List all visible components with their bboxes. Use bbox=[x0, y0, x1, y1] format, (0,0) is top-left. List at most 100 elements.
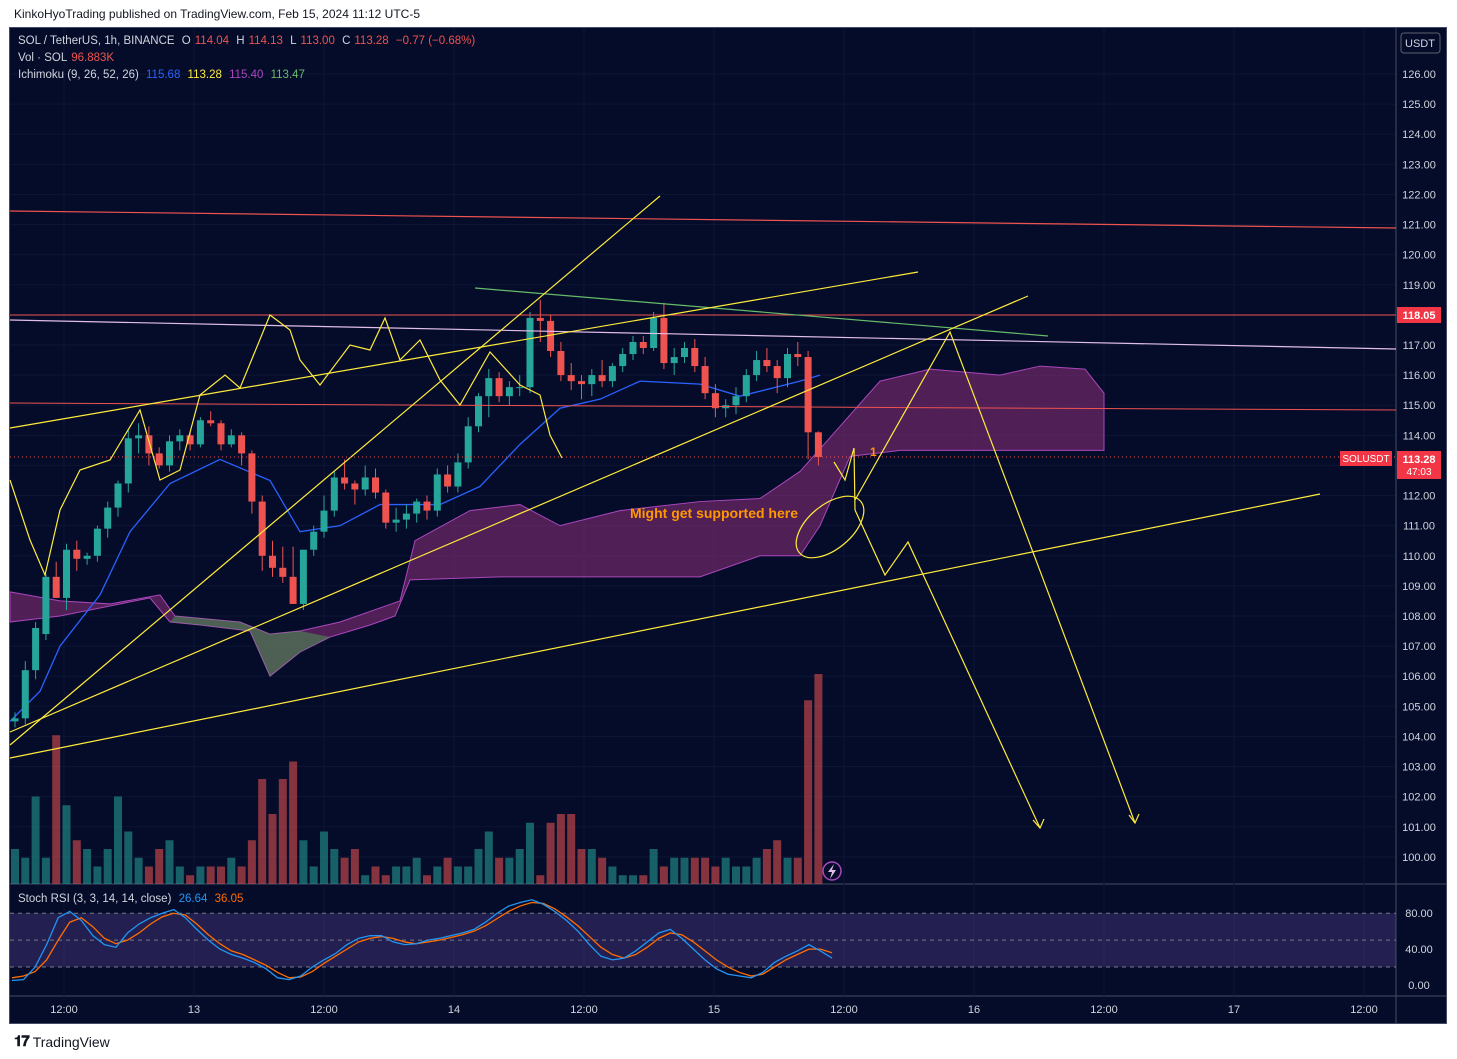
price-tick: 107.00 bbox=[1402, 641, 1436, 653]
time-tick: 17 bbox=[1228, 1004, 1240, 1016]
candle-body bbox=[21, 670, 29, 719]
volume-bar bbox=[83, 849, 92, 884]
legend-o-value: 114.04 bbox=[194, 35, 230, 47]
candle-body bbox=[784, 354, 791, 379]
candles bbox=[11, 299, 822, 728]
volume-bar bbox=[186, 875, 195, 884]
price-tick: 117.00 bbox=[1403, 340, 1436, 352]
currency-label: USDT bbox=[1405, 38, 1435, 50]
candle-body bbox=[320, 510, 328, 532]
legend-c-value: 113.28 bbox=[354, 35, 389, 47]
drawings: Might get supported here 1 bbox=[9, 195, 1397, 881]
price-tick: 103.00 bbox=[1402, 762, 1436, 774]
volume-bar bbox=[134, 857, 143, 884]
candle-body bbox=[804, 357, 812, 433]
wave-label: 1 bbox=[870, 445, 877, 459]
stoch-k-line bbox=[11, 899, 833, 982]
candle-body bbox=[670, 357, 678, 364]
ichimoku-cloud bbox=[9, 365, 1105, 677]
volume-bar bbox=[670, 857, 679, 884]
volume-bar bbox=[608, 866, 617, 884]
legend-ichimoku-value-3: 115.40 bbox=[229, 69, 264, 81]
volume-bar bbox=[206, 866, 215, 884]
candle-body bbox=[629, 341, 637, 355]
legend-stoch-d: 36.05 bbox=[214, 893, 244, 905]
candle-body bbox=[444, 474, 452, 487]
volume-bar bbox=[237, 866, 246, 884]
volume-bar bbox=[72, 840, 81, 884]
volume-bar bbox=[114, 796, 122, 884]
candle-body bbox=[413, 501, 421, 514]
stoch-tick: 0.00 bbox=[1408, 980, 1429, 992]
candle-body bbox=[73, 549, 81, 559]
legend-stoch-label[interactable]: Stoch RSI (3, 3, 14, 14, close) bbox=[18, 893, 172, 905]
legend-ichimoku-label[interactable]: Ichimoku (9, 26, 52, 26) bbox=[18, 69, 139, 81]
volume-bar bbox=[155, 849, 164, 884]
price-tick: 122.00 bbox=[1402, 189, 1436, 201]
candle-body bbox=[732, 396, 740, 406]
volume-bar bbox=[659, 866, 668, 884]
legend-symbol[interactable]: SOL / TetherUS, 1h, BINANCE bbox=[18, 35, 175, 47]
footer-brand[interactable]: TradingView bbox=[32, 1033, 110, 1050]
volume-bar bbox=[217, 866, 225, 884]
legend-h-value: 114.13 bbox=[248, 35, 283, 47]
volume-bar bbox=[649, 849, 658, 884]
volume-bar bbox=[443, 857, 452, 884]
volume-bar bbox=[618, 875, 627, 884]
volume-bar bbox=[433, 866, 442, 884]
price-tick: 114.00 bbox=[1403, 430, 1436, 442]
legend-vol-label[interactable]: Vol · SOL bbox=[18, 52, 68, 64]
volume-bar bbox=[144, 866, 153, 884]
support-ellipse bbox=[795, 495, 865, 559]
candle-body bbox=[42, 576, 50, 635]
volume-bar bbox=[721, 857, 730, 884]
candle-body bbox=[681, 348, 688, 358]
legend-c-label: C bbox=[342, 35, 351, 47]
time-tick: 13 bbox=[188, 1004, 200, 1016]
volume-bar bbox=[227, 857, 236, 884]
volume-bar bbox=[103, 849, 112, 884]
candle-body bbox=[454, 462, 462, 487]
candle-body bbox=[104, 507, 112, 529]
candle-body bbox=[341, 477, 349, 484]
time-tick: 12:00 bbox=[830, 1004, 858, 1016]
volume-bar bbox=[587, 849, 596, 884]
candle-body bbox=[598, 375, 606, 382]
candle-body bbox=[227, 435, 235, 445]
volume-bar bbox=[711, 866, 720, 884]
volume-bar bbox=[474, 849, 483, 884]
level-115 bbox=[9, 402, 1397, 411]
volume-bar bbox=[247, 840, 256, 884]
volume-bar bbox=[381, 875, 390, 884]
candle-body bbox=[495, 378, 503, 397]
stoch-d-line bbox=[11, 901, 833, 979]
time-tick: 12:00 bbox=[50, 1004, 78, 1016]
volume-bar bbox=[93, 866, 102, 884]
candle-body bbox=[526, 317, 534, 388]
wedge-left bbox=[9, 195, 661, 746]
legend-h-label: H bbox=[236, 35, 245, 47]
price-tick: 111.00 bbox=[1403, 521, 1435, 533]
volume-bar bbox=[762, 849, 771, 884]
volume-bar bbox=[536, 875, 545, 884]
volume-bar bbox=[41, 857, 50, 884]
volume-bar bbox=[484, 831, 493, 884]
candle-body bbox=[547, 320, 555, 352]
level-label-box bbox=[1397, 307, 1441, 323]
lightning-bolt-icon bbox=[828, 864, 836, 879]
volume-bar bbox=[804, 700, 813, 884]
symbol-label: SOLUSDT bbox=[1342, 454, 1389, 465]
footer: 𝟏𝟕 TradingView bbox=[14, 1033, 110, 1050]
candle-body bbox=[279, 567, 287, 577]
countdown-label: 47:03 bbox=[1406, 467, 1431, 478]
candle-body bbox=[691, 348, 699, 367]
legend-row-symbol: SOL / TetherUS, 1h, BINANCE O 114.04 H 114… bbox=[18, 35, 479, 47]
tradingview-logo-icon[interactable]: 𝟏𝟕 bbox=[14, 1033, 30, 1050]
trendline-pink bbox=[9, 319, 1397, 350]
candle-body bbox=[248, 453, 256, 502]
candle-body bbox=[578, 381, 585, 385]
volume-bar bbox=[732, 866, 740, 884]
ichimoku-lines bbox=[9, 374, 821, 722]
candle-body bbox=[269, 555, 276, 568]
